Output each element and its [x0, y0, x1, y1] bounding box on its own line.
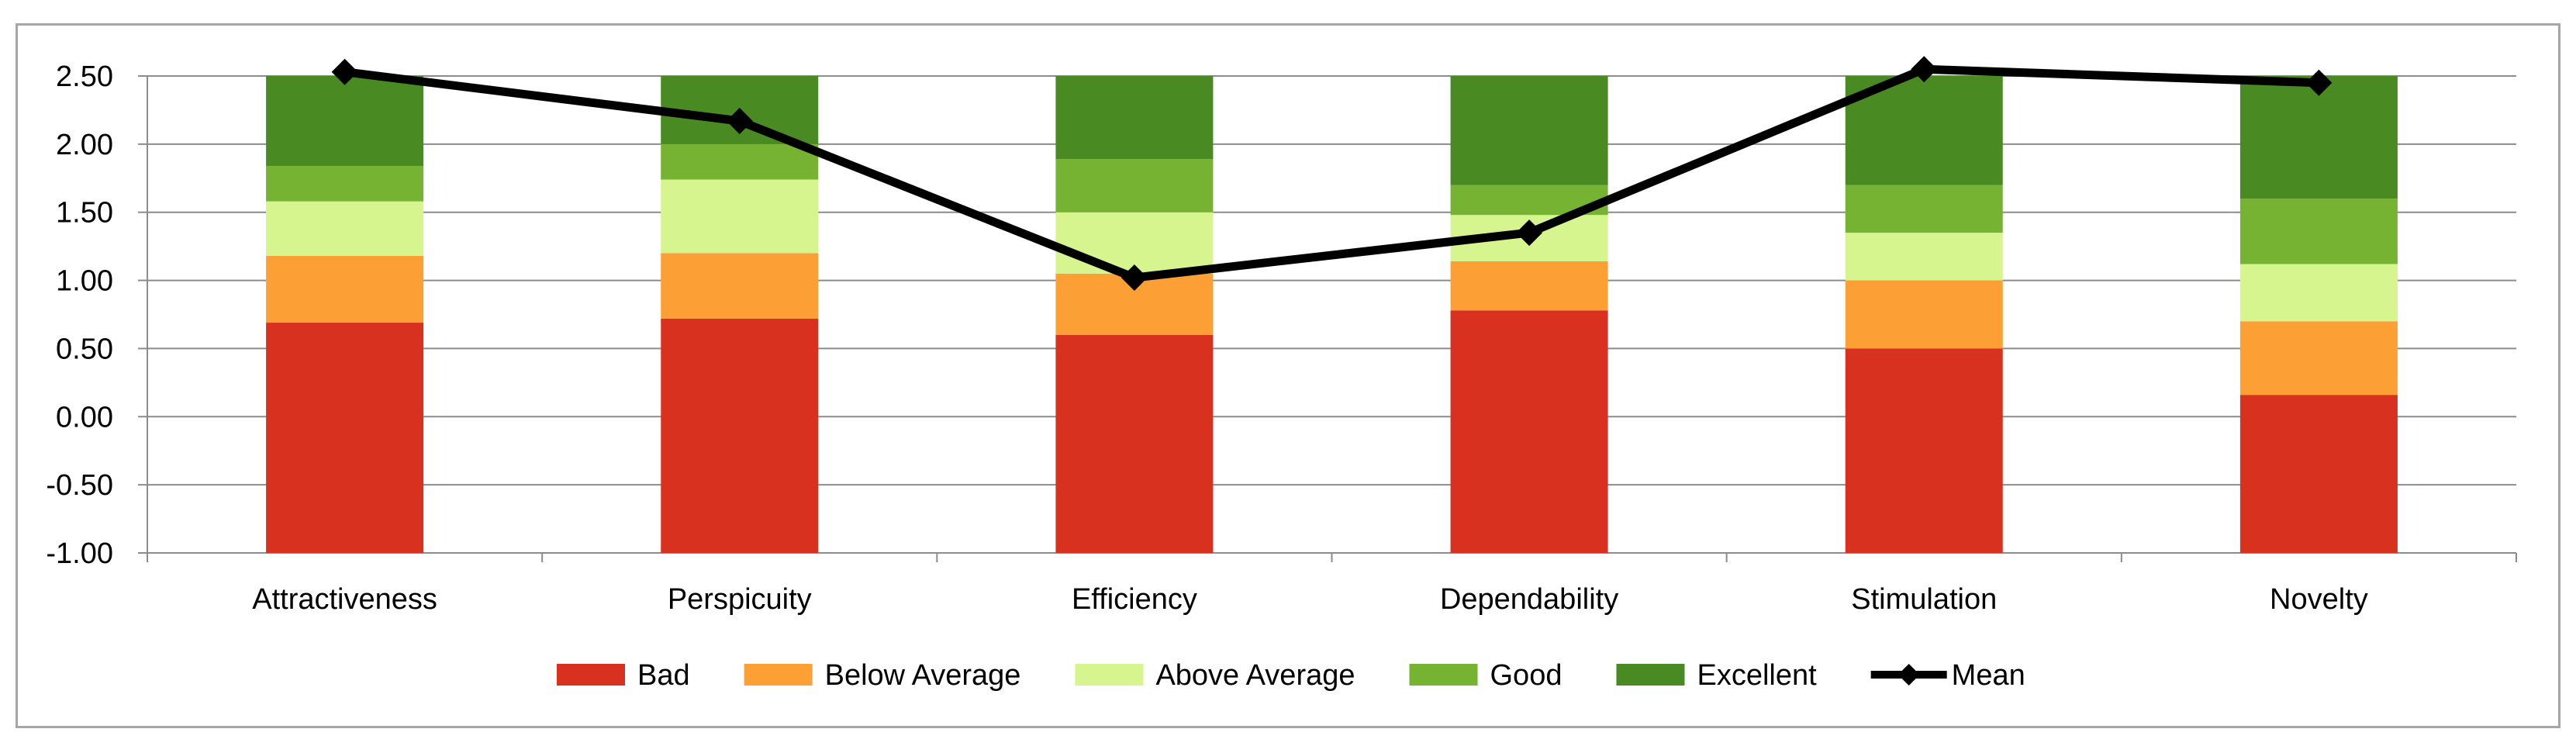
- y-tick-label: 1.50: [56, 197, 113, 230]
- legend-label: Bad: [637, 659, 690, 692]
- y-tick-label: 2.50: [56, 60, 113, 93]
- bar-segment: [1450, 310, 1608, 553]
- y-tick-label: -1.00: [46, 537, 113, 570]
- x-tick-label: Attractiveness: [252, 583, 437, 616]
- bar-segment: [2239, 199, 2398, 264]
- mean-marker: [1121, 264, 1148, 292]
- mean-marker: [2305, 69, 2333, 96]
- bar-segment: [1845, 348, 2003, 553]
- mean-marker: [1516, 219, 1543, 247]
- bar-segment: [266, 323, 424, 553]
- legend-swatch: [1616, 664, 1685, 686]
- bar-segment: [1055, 76, 1214, 160]
- legend-swatch: [1075, 664, 1144, 686]
- y-tick-label: 0.50: [56, 333, 113, 365]
- legend-label: Below Average: [825, 659, 1021, 692]
- legend-swatch: [1409, 664, 1478, 686]
- bar-segment: [2239, 395, 2398, 553]
- bar-segment: [1055, 334, 1214, 553]
- bar-segment: [1450, 261, 1608, 311]
- bar-segment: [2239, 76, 2398, 199]
- y-tick-label: -0.50: [46, 469, 113, 502]
- y-tick-label: 2.00: [56, 129, 113, 161]
- bar-segment: [1845, 185, 2003, 233]
- mean-marker: [1911, 56, 1938, 83]
- bar-segment: [1055, 212, 1214, 274]
- x-tick-label: Dependability: [1440, 583, 1618, 616]
- bar-segment: [661, 179, 819, 254]
- mean-line: [344, 64, 2319, 282]
- x-tick-label: Efficiency: [1072, 583, 1197, 616]
- x-tick-label: Stimulation: [1851, 583, 1997, 616]
- legend-label: Above Average: [1155, 659, 1355, 692]
- legend-label: Mean: [1952, 659, 2025, 692]
- mean-marker: [726, 107, 753, 134]
- bar-segment: [266, 201, 424, 256]
- legend-swatch-marker: [1897, 664, 1920, 686]
- bar-segment: [266, 76, 424, 166]
- bar-segment: [1845, 280, 2003, 349]
- bar-segment: [2239, 321, 2398, 395]
- legend-label: Excellent: [1697, 659, 1817, 692]
- bar-segment: [266, 165, 424, 202]
- legend-label: Good: [1490, 659, 1563, 692]
- bar-segment: [266, 255, 424, 323]
- bar-segment: [1845, 233, 2003, 281]
- legend-swatch: [744, 664, 813, 686]
- y-tick-label: 0.00: [56, 401, 113, 433]
- bar-segment: [661, 253, 819, 319]
- bar-segment: [661, 143, 819, 180]
- bar-segment: [2239, 264, 2398, 322]
- x-tick-label: Novelty: [2270, 583, 2368, 616]
- x-tick-label: Perspicuity: [668, 583, 812, 616]
- y-tick-label: 1.00: [56, 265, 113, 298]
- mean-marker: [331, 58, 358, 85]
- bar-segment: [661, 318, 819, 553]
- chart-frame: [16, 23, 2560, 728]
- bar-segment: [1055, 159, 1214, 212]
- bar-segment: [1450, 76, 1608, 185]
- legend-swatch: [557, 664, 625, 686]
